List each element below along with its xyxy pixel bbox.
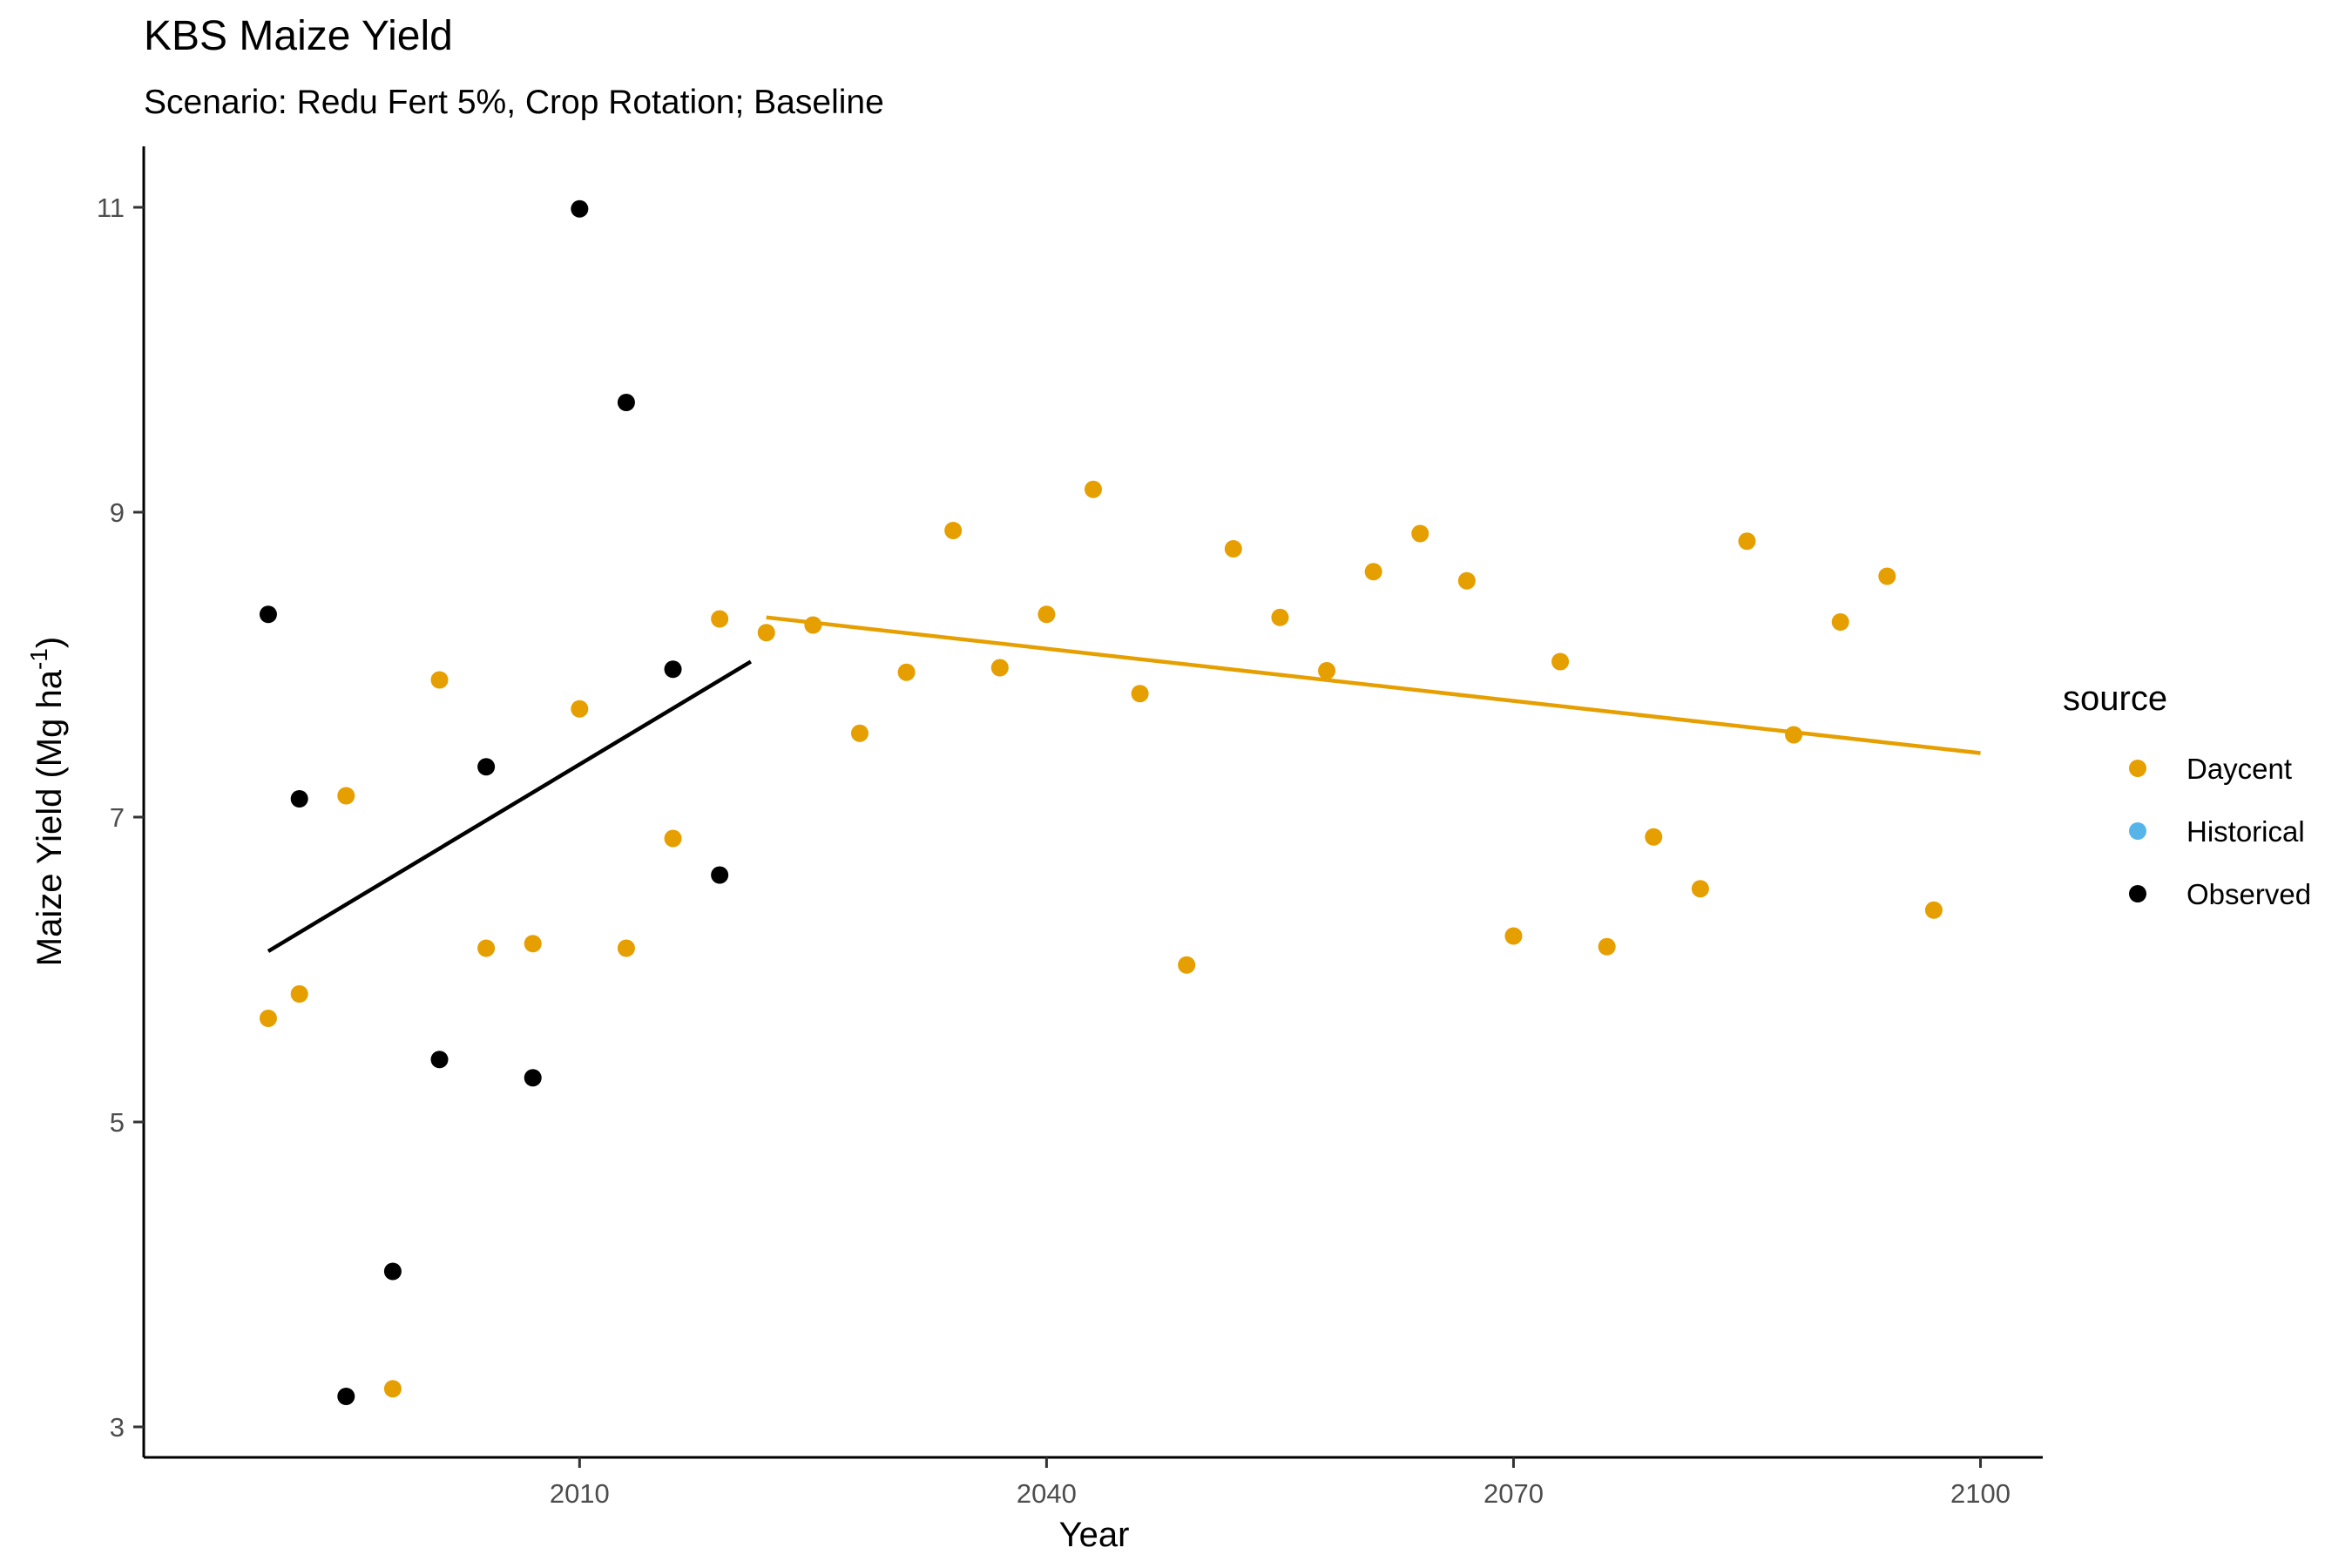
point-daycent-17 bbox=[1037, 605, 1056, 624]
point-daycent-33 bbox=[1785, 726, 1803, 744]
chart-title: KBS Maize Yield bbox=[144, 13, 453, 59]
legend-key-historical bbox=[2129, 822, 2146, 840]
point-daycent-2 bbox=[337, 787, 355, 805]
point-daycent-0 bbox=[259, 1010, 277, 1027]
point-daycent-4 bbox=[430, 671, 449, 689]
legend-label-daycent: Daycent bbox=[2186, 753, 2292, 785]
point-observed-1 bbox=[290, 790, 308, 808]
x-axis-ticks: 2010 2040 2070 2100 bbox=[550, 1457, 2011, 1509]
point-daycent-10 bbox=[711, 610, 729, 628]
point-daycent-22 bbox=[1271, 608, 1289, 626]
point-daycent-11 bbox=[757, 624, 775, 642]
point-daycent-31 bbox=[1691, 880, 1709, 898]
point-daycent-34 bbox=[1831, 613, 1849, 631]
x-axis-title: Year bbox=[1059, 1516, 1130, 1554]
point-observed-5 bbox=[477, 758, 496, 776]
point-daycent-35 bbox=[1878, 567, 1896, 585]
point-daycent-29 bbox=[1598, 937, 1616, 956]
point-daycent-28 bbox=[1551, 652, 1570, 671]
point-daycent-32 bbox=[1738, 532, 1756, 551]
legend-label-historical: Historical bbox=[2186, 815, 2305, 848]
trend-line-observed bbox=[267, 659, 753, 953]
point-observed-6 bbox=[524, 1069, 542, 1087]
y-axis-title-close: ) bbox=[30, 637, 69, 648]
point-daycent-3 bbox=[383, 1380, 402, 1398]
point-observed-8 bbox=[617, 394, 635, 411]
point-daycent-20 bbox=[1178, 956, 1196, 974]
point-daycent-21 bbox=[1224, 540, 1242, 558]
point-daycent-36 bbox=[1924, 901, 1943, 919]
point-daycent-25 bbox=[1411, 524, 1429, 543]
y-axis-title-main: Maize Yield (Mg ha bbox=[30, 669, 69, 966]
plot-panel bbox=[259, 199, 1981, 1405]
x-tick-label-2040: 2040 bbox=[1017, 1478, 1077, 1509]
y-tick-label-5: 5 bbox=[110, 1107, 125, 1138]
point-daycent-9 bbox=[664, 829, 682, 848]
point-daycent-6 bbox=[524, 935, 542, 953]
x-tick-label-2070: 2070 bbox=[1484, 1478, 1544, 1509]
point-daycent-13 bbox=[850, 724, 868, 742]
point-daycent-23 bbox=[1318, 662, 1336, 679]
point-observed-10 bbox=[711, 866, 729, 884]
point-observed-4 bbox=[430, 1051, 449, 1069]
point-daycent-8 bbox=[617, 939, 635, 957]
legend-key-daycent bbox=[2129, 760, 2146, 777]
point-daycent-5 bbox=[477, 939, 496, 957]
point-daycent-7 bbox=[571, 700, 589, 718]
trend-line-daycent bbox=[766, 615, 1981, 755]
point-daycent-26 bbox=[1457, 571, 1476, 590]
legend-title: source bbox=[2063, 679, 2167, 718]
point-daycent-27 bbox=[1504, 927, 1523, 945]
chart-subtitle: Scenario: Redu Fert 5%, Crop Rotation; B… bbox=[144, 84, 884, 121]
point-observed-3 bbox=[383, 1262, 402, 1281]
legend-label-observed: Observed bbox=[2186, 878, 2311, 910]
point-daycent-18 bbox=[1085, 480, 1102, 498]
y-tick-label-3: 3 bbox=[110, 1412, 125, 1443]
point-observed-9 bbox=[664, 660, 682, 679]
x-tick-label-2100: 2100 bbox=[1950, 1478, 2011, 1509]
point-daycent-15 bbox=[944, 522, 963, 539]
point-observed-2 bbox=[337, 1388, 355, 1405]
point-daycent-1 bbox=[290, 985, 308, 1003]
point-daycent-19 bbox=[1131, 685, 1149, 703]
x-tick-label-2010: 2010 bbox=[550, 1478, 610, 1509]
y-axis-title: Maize Yield (Mg ha-1) bbox=[25, 637, 69, 966]
point-daycent-24 bbox=[1364, 563, 1382, 581]
y-tick-label-9: 9 bbox=[110, 497, 125, 528]
point-daycent-12 bbox=[804, 616, 822, 634]
point-daycent-30 bbox=[1645, 828, 1663, 846]
y-axis-ticks: 3 5 7 9 11 bbox=[97, 193, 144, 1443]
y-tick-label-7: 7 bbox=[110, 802, 125, 833]
point-daycent-14 bbox=[897, 663, 916, 681]
point-observed-0 bbox=[259, 605, 277, 624]
legend: source Daycent Historical Observed bbox=[2063, 679, 2311, 910]
y-tick-label-11: 11 bbox=[97, 193, 125, 223]
y-axis-title-superscript: -1 bbox=[25, 648, 52, 670]
legend-key-observed bbox=[2129, 885, 2146, 902]
point-observed-7 bbox=[571, 199, 589, 218]
point-daycent-16 bbox=[990, 659, 1009, 677]
